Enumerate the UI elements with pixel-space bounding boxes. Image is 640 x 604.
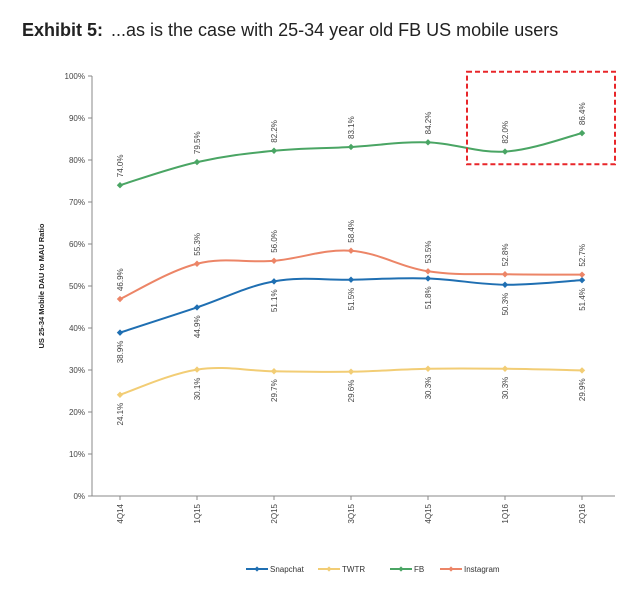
data-label-snapchat: 51.4% — [578, 288, 587, 311]
highlight-box — [466, 70, 616, 166]
data-label-snapchat: 51.8% — [424, 286, 433, 309]
point-snapchat-1q15 — [193, 304, 201, 311]
y-tick-label: 10% — [69, 450, 85, 459]
data-label-twtr: 29.6% — [347, 380, 356, 403]
y-tick-label: 30% — [69, 366, 85, 375]
data-label-snapchat: 38.9% — [116, 341, 125, 364]
y-tick-label: 60% — [69, 240, 85, 249]
point-snapchat-2q15 — [270, 278, 278, 285]
point-fb-4q14 — [116, 182, 124, 189]
point-snapchat-2q16 — [578, 276, 586, 284]
series-line-fb — [119, 132, 583, 187]
legend-label-snapchat: Snapchat — [270, 565, 305, 574]
data-label-fb: 82.2% — [270, 120, 279, 143]
data-label-fb: 79.5% — [193, 131, 202, 154]
legend-marker-twtr — [326, 566, 332, 572]
data-label-twtr: 24.1% — [116, 403, 125, 426]
point-twtr-2q15 — [270, 368, 278, 375]
data-label-instagram: 52.7% — [578, 244, 587, 267]
point-instagram-2q16 — [578, 271, 586, 278]
data-label-fb: 83.1% — [347, 116, 356, 139]
y-tick-label: 50% — [69, 282, 85, 291]
point-twtr-4q15 — [424, 365, 432, 372]
y-tick-label: 0% — [73, 492, 85, 501]
exhibit-title: Exhibit 5: ...as is the case with 25-34 y… — [22, 20, 558, 41]
data-label-snapchat: 50.3% — [501, 293, 510, 316]
point-instagram-3q15 — [347, 247, 355, 254]
point-fb-2q16 — [578, 129, 586, 137]
x-tick-label: 4Q14 — [116, 503, 125, 523]
point-snapchat-1q16 — [501, 281, 509, 288]
y-tick-label: 100% — [65, 72, 85, 81]
point-twtr-4q14 — [116, 391, 124, 398]
legend-marker-instagram — [448, 566, 454, 572]
data-label-snapchat: 51.5% — [347, 288, 356, 311]
legend-marker-snapchat — [254, 566, 260, 572]
data-label-instagram: 55.3% — [193, 233, 202, 256]
point-instagram-2q15 — [270, 257, 278, 264]
data-label-twtr: 29.7% — [270, 379, 279, 402]
legend: Snapchat TWTR FB Instagram — [246, 565, 500, 574]
y-tick-label: 90% — [69, 114, 85, 123]
data-label-snapchat: 44.9% — [193, 315, 202, 338]
legend-marker-fb — [398, 566, 404, 572]
data-labels: 38.9% 44.9% 51.1% 51.5% 51.8% 50.3% 51.4% 24.1%… — [116, 70, 616, 426]
y-axis-label: US 25-34 Mobile DAU to MAU Ratio — [37, 223, 46, 348]
point-instagram-1q15 — [193, 260, 201, 267]
x-tick-label: 1Q15 — [193, 503, 202, 523]
x-tick-label: 4Q15 — [424, 503, 433, 523]
x-tick-label: 2Q15 — [270, 503, 279, 523]
data-label-twtr: 30.3% — [501, 377, 510, 400]
chart-axes: 0% 10% 20% 30% 40% 50% 60% 70% 80% 90% 100% 4Q14 1Q1… — [65, 72, 615, 524]
point-fb-2q15 — [270, 147, 278, 154]
x-tick-label: 2Q16 — [578, 503, 587, 523]
point-fb-1q16 — [501, 148, 509, 155]
data-label-instagram: 53.5% — [424, 241, 433, 264]
y-tick-label: 80% — [69, 156, 85, 165]
data-label-instagram: 56.0% — [270, 230, 279, 253]
point-instagram-4q14 — [116, 295, 124, 303]
x-tick-label: 3Q15 — [347, 503, 356, 523]
point-instagram-1q16 — [501, 271, 509, 278]
y-tick-label: 20% — [69, 408, 85, 417]
data-label-fb: 84.2% — [424, 112, 433, 135]
point-fb-3q15 — [347, 143, 355, 151]
data-label-twtr: 30.1% — [193, 378, 202, 401]
data-label-fb: 82.0% — [501, 121, 510, 144]
exhibit-text: ...as is the case with 25-34 year old FB… — [111, 20, 559, 40]
series-layer — [116, 129, 586, 398]
point-snapchat-3q15 — [347, 276, 355, 283]
x-tick-label: 1Q16 — [501, 503, 510, 523]
data-label-fb: 74.0% — [116, 155, 125, 178]
point-fb-1q15 — [193, 158, 201, 166]
y-tick-label: 70% — [69, 198, 85, 207]
point-twtr-3q15 — [347, 368, 355, 375]
point-twtr-2q16 — [578, 367, 586, 374]
data-label-instagram: 52.8% — [501, 244, 510, 267]
data-label-twtr: 29.9% — [578, 378, 587, 401]
data-label-instagram: 46.9% — [116, 268, 125, 291]
point-twtr-1q15 — [193, 366, 201, 373]
legend-label-instagram: Instagram — [464, 565, 500, 574]
point-snapchat-4q14 — [116, 329, 124, 336]
data-label-twtr: 30.3% — [424, 377, 433, 400]
point-instagram-4q15 — [424, 268, 432, 275]
data-label-snapchat: 51.1% — [270, 289, 279, 312]
legend-label-fb: FB — [414, 565, 424, 574]
point-twtr-1q16 — [501, 365, 509, 372]
y-tick-label: 40% — [69, 324, 85, 333]
data-label-fb: 86.4% — [578, 102, 587, 125]
exhibit-label: Exhibit 5: — [22, 20, 104, 40]
data-label-instagram: 58.4% — [347, 220, 356, 243]
point-fb-4q15 — [424, 139, 432, 146]
point-snapchat-4q15 — [424, 275, 432, 282]
legend-label-twtr: TWTR — [342, 565, 365, 574]
